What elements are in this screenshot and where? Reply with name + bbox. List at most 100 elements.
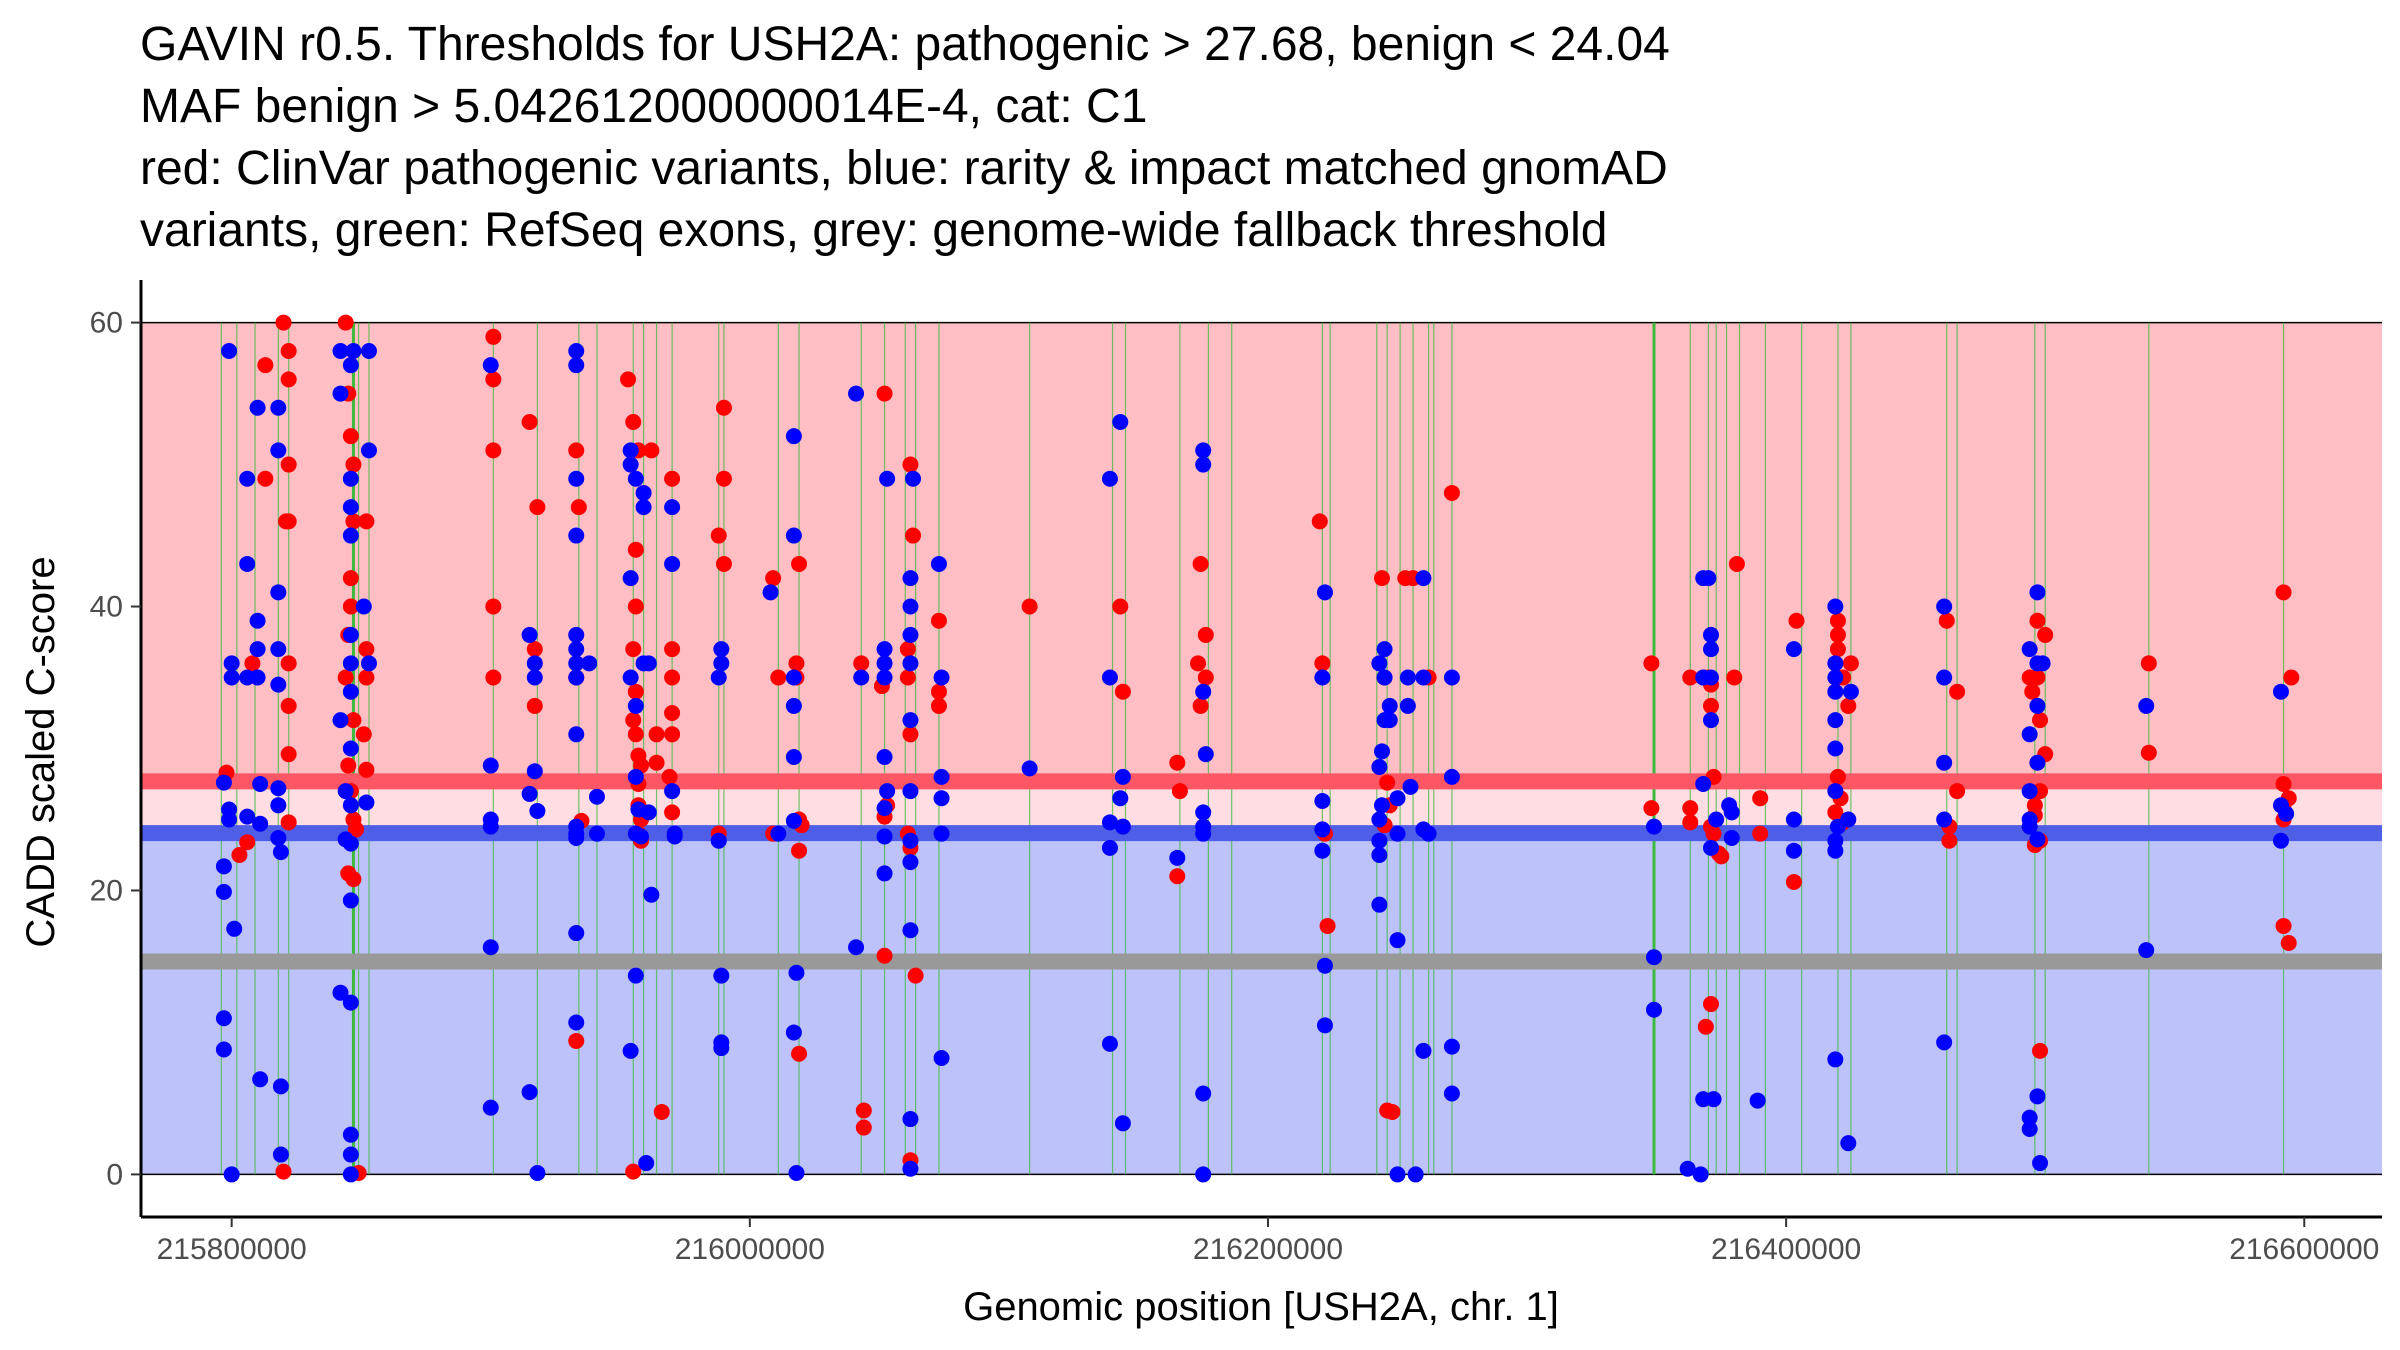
benign-variant-point bbox=[785, 749, 802, 766]
benign-variant-point bbox=[342, 1146, 359, 1163]
benign-variant-point bbox=[1399, 669, 1416, 686]
benign-variant-point bbox=[342, 683, 359, 700]
pathogenic-variant-point bbox=[1728, 555, 1745, 572]
benign-variant-point bbox=[272, 1146, 289, 1163]
benign-variant-point bbox=[1700, 570, 1717, 587]
pathogenic-variant-point bbox=[231, 846, 248, 863]
pathogenic-variant-point bbox=[1373, 570, 1390, 587]
benign-variant-point bbox=[622, 669, 639, 686]
benign-variant-point bbox=[933, 1049, 950, 1066]
benign-variant-point bbox=[1702, 641, 1719, 658]
benign-variant-point bbox=[785, 669, 802, 686]
benign-variant-point bbox=[270, 399, 287, 416]
benign-variant-point bbox=[905, 470, 922, 487]
benign-variant-point bbox=[249, 612, 266, 629]
benign-variant-point bbox=[640, 804, 657, 821]
pathogenic-variant-point bbox=[2275, 775, 2292, 792]
benign-variant-point bbox=[1749, 1092, 1766, 1109]
x-tick-label: 216000000 bbox=[675, 1233, 825, 1266]
pathogenic-variant-point bbox=[902, 726, 919, 743]
benign-variant-point bbox=[1371, 811, 1388, 828]
pathogenic-variant-point bbox=[345, 871, 362, 888]
pathogenic-variant-point bbox=[876, 385, 893, 402]
benign-variant-point bbox=[1645, 818, 1662, 835]
benign-variant-point bbox=[902, 1160, 919, 1177]
pathogenic-variant-point bbox=[648, 754, 665, 771]
benign-variant-point bbox=[1101, 1035, 1118, 1052]
benign-variant-point bbox=[529, 1164, 546, 1181]
benign-variant-point bbox=[581, 655, 598, 672]
benign-variant-point bbox=[664, 783, 681, 800]
y-tick-label: 60 bbox=[90, 307, 123, 340]
benign-variant-point bbox=[2029, 697, 2046, 714]
benign-variant-point bbox=[342, 797, 359, 814]
benign-variant-point bbox=[1785, 811, 1802, 828]
pathogenic-variant-point bbox=[715, 399, 732, 416]
benign-variant-point bbox=[239, 808, 256, 825]
benign-variant-point bbox=[627, 470, 644, 487]
benign-variant-point bbox=[568, 726, 585, 743]
benign-variant-point bbox=[1415, 669, 1432, 686]
pathogenic-variant-point bbox=[788, 655, 805, 672]
pathogenic-variant-point bbox=[899, 669, 916, 686]
benign-variant-point bbox=[1827, 740, 1844, 757]
pathogenic-variant-point bbox=[2032, 1042, 2049, 1059]
benign-variant-point bbox=[270, 780, 287, 797]
benign-variant-point bbox=[568, 1014, 585, 1031]
y-tick-label: 20 bbox=[90, 874, 123, 907]
benign-variant-point bbox=[342, 994, 359, 1011]
pathogenic-variant-point bbox=[1384, 1103, 1401, 1120]
pathogenic-variant-point bbox=[1190, 655, 1207, 672]
benign-variant-point bbox=[1195, 683, 1212, 700]
pathogenic-variant-point bbox=[627, 683, 644, 700]
benign-variant-point bbox=[1705, 1091, 1722, 1108]
pathogenic-variant-point bbox=[1949, 783, 1966, 800]
benign-variant-point bbox=[2021, 1120, 2038, 1137]
benign-variant-point bbox=[249, 669, 266, 686]
benign-variant-point bbox=[627, 697, 644, 714]
pathogenic-variant-point bbox=[2024, 683, 2041, 700]
benign-variant-point bbox=[337, 783, 354, 800]
benign-variant-point bbox=[568, 925, 585, 942]
benign-variant-point bbox=[215, 774, 232, 791]
benign-variant-point bbox=[1702, 839, 1719, 856]
benign-variant-point bbox=[252, 775, 269, 792]
threshold-lines bbox=[141, 773, 2382, 970]
benign-variant-point bbox=[2021, 726, 2038, 743]
benign-variant-point bbox=[1645, 1001, 1662, 1018]
benign-variant-point bbox=[1371, 896, 1388, 913]
benign-variant-point bbox=[355, 598, 372, 615]
benign-variant-point bbox=[1195, 1085, 1212, 1102]
pathogenic-variant-point bbox=[791, 1045, 808, 1062]
pathogenic-variant-point bbox=[280, 342, 297, 359]
benign-variant-point bbox=[215, 1041, 232, 1058]
benign-variant-point bbox=[1443, 1085, 1460, 1102]
benign-variant-point bbox=[848, 939, 865, 956]
pathogenic-variant-point bbox=[1829, 768, 1846, 785]
pathogenic-variant-point bbox=[1114, 683, 1131, 700]
benign-variant-point bbox=[526, 669, 543, 686]
pathogenic-variant-point bbox=[355, 726, 372, 743]
benign-variant-point bbox=[879, 470, 896, 487]
benign-variant-point bbox=[223, 655, 240, 672]
pathogenic-variant-point bbox=[1705, 825, 1722, 842]
benign-variant-point bbox=[713, 1040, 730, 1057]
benign-variant-point bbox=[640, 655, 657, 672]
benign-variant-point bbox=[1195, 825, 1212, 842]
benign-variant-point bbox=[664, 499, 681, 516]
pathogenic-variant-point bbox=[280, 513, 297, 530]
pathogenic-variant-point bbox=[648, 726, 665, 743]
benign-variant-point bbox=[1376, 669, 1393, 686]
benign-variant-point bbox=[1101, 470, 1118, 487]
pathogenic-variant-point bbox=[661, 768, 678, 785]
chart-title-line-1: GAVIN r0.5. Thresholds for USH2A: pathog… bbox=[140, 18, 1670, 71]
benign-variant-point bbox=[664, 555, 681, 572]
benign-variant-point bbox=[568, 626, 585, 643]
benign-variant-point bbox=[933, 768, 950, 785]
benign-variant-point bbox=[332, 342, 349, 359]
benign-variant-point bbox=[902, 922, 919, 939]
benign-variant-point bbox=[1373, 743, 1390, 760]
benign-variant-point bbox=[521, 1084, 538, 1101]
pathogenic-variant-point bbox=[1829, 641, 1846, 658]
